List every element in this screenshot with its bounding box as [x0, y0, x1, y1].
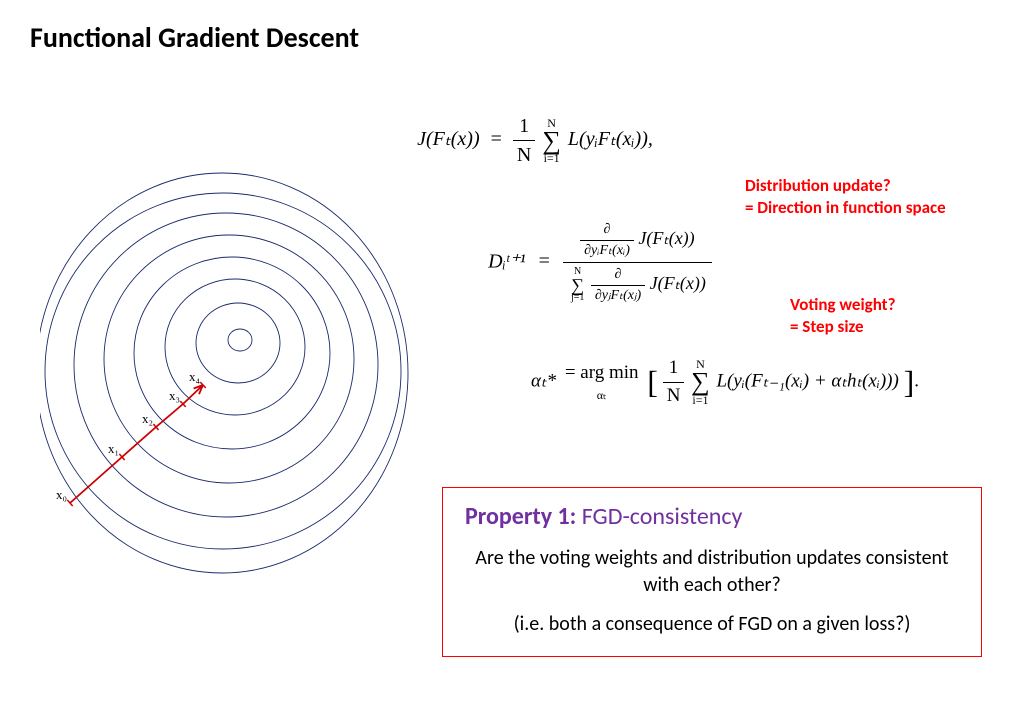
eq3-body: L(yᵢ(Fₜ₋₁(xᵢ) + αₜhₜ(xᵢ))) [716, 370, 898, 391]
svg-text:x₃: x₃ [169, 388, 180, 403]
property-title: Property 1: FGD-consistency [465, 502, 959, 531]
contour-svg: x₀ x₁ x₂ x₃ x₄ [40, 155, 420, 575]
eq2-num-body: J(Fₜ(x)) [638, 228, 694, 248]
property-body1: Are the voting weights and distribution … [465, 545, 959, 599]
eq3-tail: . [914, 370, 919, 391]
svg-text:x₂: x₂ [142, 411, 153, 426]
eq3-argmin: = arg min [565, 360, 639, 387]
ann1-line2: = Direction in function space [745, 197, 1015, 219]
eq3-sumbot: i=1 [691, 394, 710, 406]
eq2-den-pbot: ∂yⱼFₜ(xⱼ) [595, 288, 641, 303]
ann2-line1: Voting weight? [790, 294, 990, 316]
equation-loss: J(Fₜ(x)) = 1 N N ∑ i=1 L(yᵢFₜ(xᵢ)), [335, 102, 735, 179]
ann1-line1: Distribution update? [745, 175, 1015, 197]
eq3-argmin-sub: αₜ [565, 387, 639, 404]
property-body2: (i.e. both a consequence of FGD on a giv… [465, 611, 959, 638]
eq3-sigma: ∑ [691, 370, 710, 393]
eq1-num: 1 [513, 112, 535, 141]
equation-distribution: Dᵢᵗ⁺¹ = ∂ ∂yᵢFₜ(xᵢ) J(Fₜ(x)) N ∑ j=1 ∂ ∂… [420, 208, 780, 317]
eq1-sumbot: i=1 [542, 152, 561, 164]
eq2-den-sigma: ∑ [571, 277, 584, 293]
eq3-den: N [663, 383, 685, 410]
eq2-lhs: Dᵢᵗ⁺¹ [488, 250, 526, 272]
eq1-eq: = [491, 128, 502, 150]
annotation-distribution: Distribution update? = Direction in func… [745, 175, 1015, 219]
eq2-den-ptop: ∂ [591, 265, 645, 286]
annotation-voting: Voting weight? = Step size [790, 294, 990, 338]
eq1-den: N [513, 141, 535, 169]
eq2-num-pbot: ∂yᵢFₜ(xᵢ) [584, 243, 630, 258]
svg-text:x₀: x₀ [56, 487, 67, 502]
eq1-lhs: J(Fₜ(x)) [417, 128, 480, 150]
property-name: FGD-consistency [576, 502, 742, 531]
ann2-line2: = Step size [790, 316, 990, 338]
contour-diagram: x₀ x₁ x₂ x₃ x₄ [40, 155, 420, 575]
property-box: Property 1: FGD-consistency Are the voti… [442, 487, 982, 657]
eq1-body: L(yᵢFₜ(xᵢ)), [568, 128, 653, 150]
eq2-den-body: J(Fₜ(x)) [650, 273, 706, 293]
eq2-eq: = [539, 250, 550, 272]
equation-alpha: αₜ* = arg min αₜ [ 1 N N ∑ i=1 L(yᵢ(Fₜ₋₁… [440, 345, 1010, 419]
eq3-num: 1 [663, 355, 685, 383]
eq2-den-sumbot: j=1 [571, 293, 584, 303]
eq2-num-ptop: ∂ [580, 220, 634, 241]
property-label: Property 1: [465, 502, 576, 531]
eq3-lhs: αₜ* [531, 370, 556, 391]
svg-text:x₁: x₁ [108, 441, 119, 456]
svg-text:x₄: x₄ [189, 369, 201, 384]
eq1-sigma: ∑ [542, 129, 561, 152]
page-title: Functional Gradient Descent [30, 20, 359, 55]
